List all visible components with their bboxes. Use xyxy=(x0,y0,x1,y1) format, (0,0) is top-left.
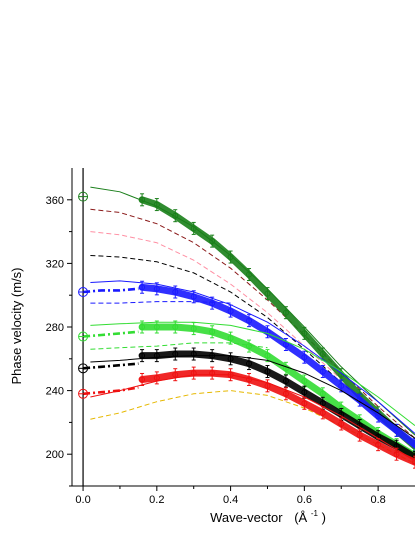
data-point xyxy=(375,441,382,448)
data-point xyxy=(190,293,197,300)
data-layer xyxy=(82,186,415,469)
data-point xyxy=(246,343,253,350)
data-point xyxy=(338,382,345,389)
data-point xyxy=(190,325,197,332)
solid-curve xyxy=(90,321,415,426)
data-point xyxy=(190,225,197,232)
data-point xyxy=(153,324,160,330)
data-point xyxy=(319,390,326,397)
data-point xyxy=(301,389,308,396)
data-point xyxy=(319,351,326,358)
data-point xyxy=(246,317,253,324)
x-tick-label: 0.2 xyxy=(149,494,164,506)
data-point xyxy=(209,352,216,359)
data-point xyxy=(227,335,234,342)
y-tick-label: 280 xyxy=(46,322,64,334)
data-point xyxy=(209,238,216,245)
data-point xyxy=(301,330,308,337)
x-axis-title-unit-sup: -1 xyxy=(311,509,319,518)
data-point xyxy=(301,378,308,385)
data-point xyxy=(264,290,271,297)
data-point xyxy=(190,370,197,377)
x-tick-label: 0.4 xyxy=(223,494,238,506)
data-point xyxy=(139,196,146,203)
data-point xyxy=(412,459,415,466)
data-point xyxy=(319,368,326,375)
x-tick-label: 0.6 xyxy=(297,494,312,506)
data-point xyxy=(282,378,289,385)
data-point xyxy=(264,328,271,335)
data-point xyxy=(393,451,400,458)
x-axis-title-main: Wave-vector xyxy=(210,510,283,525)
data-point xyxy=(246,271,253,278)
data-point xyxy=(319,400,326,407)
dashdot-curve xyxy=(82,386,139,396)
data-point xyxy=(209,370,216,377)
data-point xyxy=(319,409,326,416)
y-tick-label: 240 xyxy=(46,386,64,398)
data-point xyxy=(227,308,234,315)
dashed-curve xyxy=(90,231,415,444)
data-point xyxy=(264,352,271,359)
data-band xyxy=(138,350,415,461)
data-point xyxy=(139,352,146,359)
data-point xyxy=(227,254,234,261)
data-point xyxy=(209,328,216,335)
data-point xyxy=(246,376,253,383)
data-band xyxy=(138,283,415,449)
data-point xyxy=(282,365,289,372)
ticks-layer: 0.0 0.2 0.4 0.6 0.8 200 240 280 320 360 xyxy=(46,195,386,506)
dashdot-curve xyxy=(82,362,139,370)
data-point xyxy=(172,289,179,296)
data-point xyxy=(139,376,146,383)
data-point xyxy=(282,309,289,316)
solid-curve xyxy=(90,374,415,462)
data-point xyxy=(246,360,253,367)
x-axis-title: Wave-vector (Å -1 ) xyxy=(210,504,326,525)
data-point xyxy=(172,351,179,358)
y-axis-title: Phase velocity (m/s) xyxy=(9,267,24,384)
data-point xyxy=(172,371,179,378)
x-tick-label: 0.8 xyxy=(370,494,385,506)
data-point xyxy=(301,354,308,361)
data-point xyxy=(338,420,345,427)
x-axis-title-unit: (Å xyxy=(294,510,307,525)
data-point xyxy=(282,341,289,348)
data-point xyxy=(356,432,363,439)
data-point xyxy=(153,352,160,359)
data-point xyxy=(227,355,234,362)
data-point xyxy=(264,382,271,389)
data-point xyxy=(264,368,271,375)
data-point xyxy=(227,371,234,378)
data-point xyxy=(190,351,197,358)
data-point xyxy=(139,324,146,330)
data-point xyxy=(301,400,308,407)
data-point xyxy=(153,285,160,292)
data-point xyxy=(172,212,179,219)
y-tick-label: 320 xyxy=(46,258,64,270)
data-point xyxy=(412,441,415,448)
data-point xyxy=(375,413,382,420)
dashdot-curve xyxy=(82,330,139,338)
y-tick-label: 200 xyxy=(46,449,64,461)
data-point xyxy=(153,374,160,381)
data-point xyxy=(209,300,216,307)
y-tick-label: 360 xyxy=(46,195,64,207)
x-axis-title-unit-close: ) xyxy=(322,510,326,525)
data-point xyxy=(282,390,289,397)
data-point xyxy=(153,201,160,208)
solid-curve xyxy=(90,280,415,434)
data-point xyxy=(139,284,146,291)
dashdot-curve xyxy=(82,287,139,294)
x-tick-label: 0.0 xyxy=(75,494,90,506)
data-point xyxy=(172,324,179,330)
data-point xyxy=(393,427,400,434)
data-band xyxy=(138,369,415,466)
